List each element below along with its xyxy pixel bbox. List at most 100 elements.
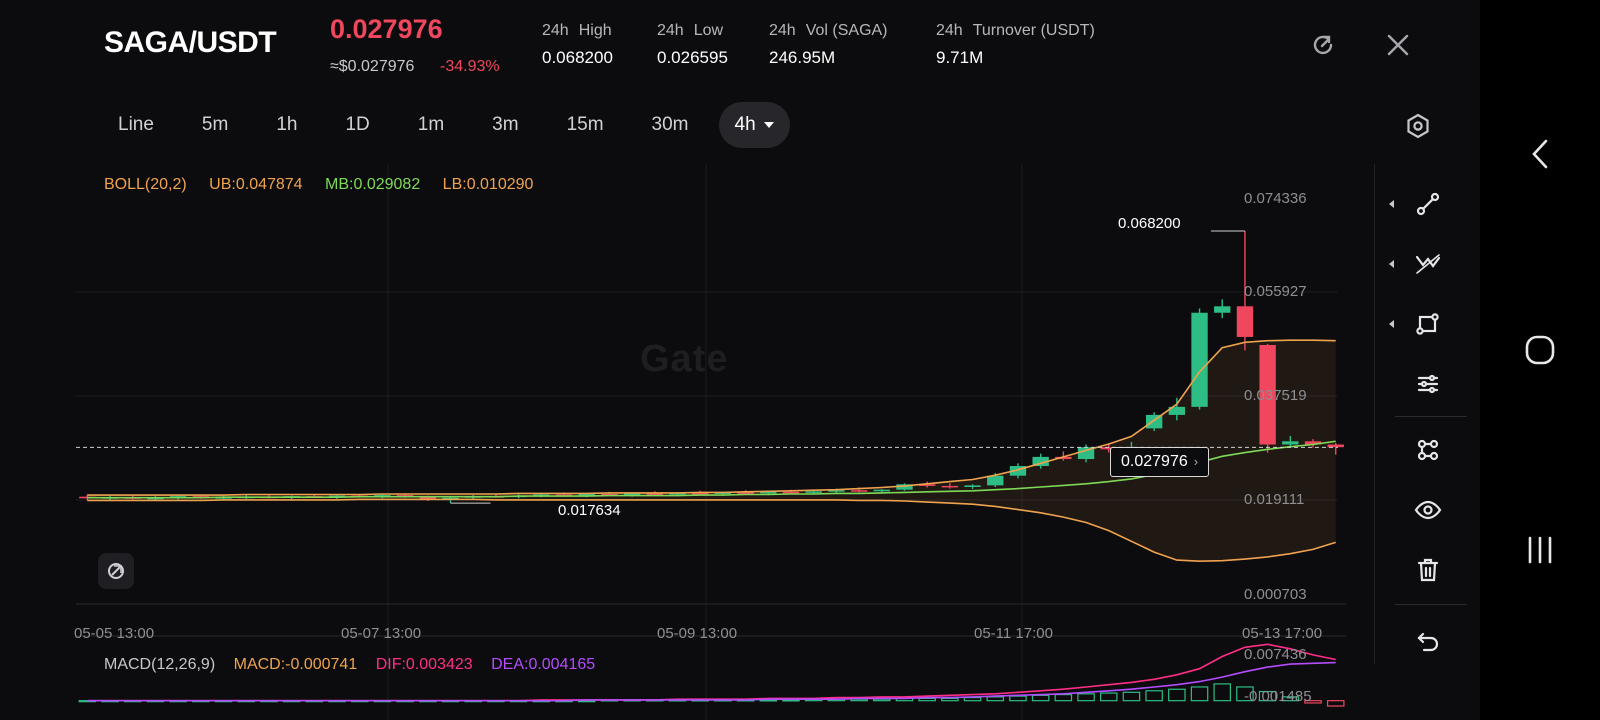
chevron-right-icon: › <box>1193 454 1199 469</box>
macd-axis-label: -0.001485 <box>1244 688 1312 705</box>
toolbar-divider <box>1395 604 1467 605</box>
change-percent: -34.93% <box>440 58 500 75</box>
macd-bar <box>1009 695 1027 702</box>
active-tab-label: 4h <box>734 114 756 135</box>
last-price: 0.027976 <box>330 14 443 44</box>
stat-value: 0.068200 <box>542 48 613 67</box>
macd-bar <box>782 699 800 702</box>
stat-value: 0.026595 <box>657 48 728 67</box>
tab-15m[interactable]: 15m <box>566 114 604 135</box>
macd-dea-line <box>87 661 1336 702</box>
macd-bar <box>918 697 936 702</box>
stat-period: 24h <box>936 22 963 39</box>
time-axis-label: 05-05 13:00 <box>74 625 155 642</box>
refresh-icon[interactable] <box>1308 30 1338 60</box>
stat-value: 246.95M <box>769 48 836 67</box>
candle-body <box>1032 456 1049 467</box>
price-axis-label: 0.037519 <box>1244 387 1307 404</box>
candle-body <box>964 485 981 487</box>
candle-body <box>578 493 595 496</box>
tab-1d[interactable]: 1D <box>345 114 370 135</box>
candle-body <box>1214 306 1231 313</box>
candle-body <box>623 493 641 496</box>
price-axis-label: 0.055927 <box>1244 283 1307 300</box>
undo-icon <box>1417 632 1439 652</box>
sliders-icon <box>1417 374 1439 394</box>
stat-label: Vol (SAGA) <box>805 22 888 39</box>
time-axis-label: 05-07 13:00 <box>341 625 422 642</box>
candle-body <box>601 493 618 496</box>
macd-bar <box>1281 696 1300 702</box>
price-axis-label: 0.074336 <box>1244 190 1307 207</box>
stat-24h-low: 24h Low 0.026595 <box>657 22 733 68</box>
stat-period: 24h <box>657 22 684 39</box>
chart-settings-icon[interactable] <box>1404 112 1432 145</box>
home-icon[interactable] <box>1480 330 1600 370</box>
candle-body <box>1327 444 1344 448</box>
candle-body <box>646 493 663 495</box>
tab-1m[interactable]: 1m <box>417 114 445 135</box>
candle-body <box>1100 447 1117 450</box>
candle-body <box>918 484 936 486</box>
back-icon[interactable] <box>1480 134 1600 174</box>
high-price-label: 0.068200 <box>1118 215 1181 232</box>
stat-24h-turnover: 24h Turnover (USDT) 9.71M <box>936 22 1105 68</box>
drawing-toolbar <box>1374 164 1480 664</box>
stat-value: 9.71M <box>936 48 984 67</box>
tab-4h-dropdown[interactable]: 4h <box>718 102 790 148</box>
stat-label: High <box>578 22 612 39</box>
macd-bar <box>1190 686 1209 702</box>
time-axis-label: 05-11 17:00 <box>974 625 1053 642</box>
boll-band-fill <box>87 340 1336 562</box>
rectangle-icon <box>1416 313 1439 335</box>
shape-tool[interactable] <box>1375 304 1481 344</box>
candle-body <box>1191 312 1208 407</box>
stat-period: 24h <box>542 22 569 39</box>
tab-line[interactable]: Line <box>118 114 154 135</box>
visibility-tool[interactable] <box>1375 490 1481 530</box>
boll-middle-line <box>87 440 1336 499</box>
stat-24h-high: 24h High 0.068200 <box>542 22 622 68</box>
link-nodes-icon <box>1417 439 1439 461</box>
macd-bar <box>1304 700 1322 704</box>
zigzag-icon <box>1415 254 1441 274</box>
candle-body <box>1282 441 1299 445</box>
macd-bar <box>1122 691 1141 702</box>
price-axis-label: 0.019111 <box>1244 491 1305 508</box>
fullscreen-toggle-icon[interactable] <box>98 553 134 589</box>
adjust-tool[interactable] <box>1375 364 1481 404</box>
candle-body <box>782 491 800 494</box>
candle-body <box>941 485 959 488</box>
macd-axis-label: 0.007436 <box>1244 646 1307 663</box>
candle-body <box>1304 441 1322 445</box>
macd-bar <box>963 697 982 702</box>
expand-arrow-icon <box>1389 200 1394 208</box>
candle-body <box>850 490 868 492</box>
candle-body <box>1009 466 1027 476</box>
candle-body <box>419 497 436 500</box>
tab-1h[interactable]: 1h <box>276 114 298 135</box>
candle-body <box>805 491 822 493</box>
expand-arrow-icon <box>1389 320 1394 328</box>
candle-body <box>737 492 754 494</box>
macd-value: MACD:-0.000741 <box>233 656 358 673</box>
macd-bar <box>1031 694 1050 702</box>
undo-tool[interactable] <box>1375 620 1481 660</box>
tab-3m[interactable]: 3m <box>492 114 519 135</box>
tab-5m[interactable]: 5m <box>201 114 229 135</box>
candle-body <box>374 495 391 497</box>
zigzag-tool[interactable] <box>1375 244 1481 284</box>
trendline-tool[interactable] <box>1375 184 1481 224</box>
delete-tool[interactable] <box>1375 550 1481 590</box>
boll-lb: LB:0.010290 <box>442 176 534 193</box>
candle-body <box>555 494 573 497</box>
recent-apps-icon[interactable] <box>1480 530 1600 570</box>
macd-bar <box>1168 688 1186 702</box>
close-icon[interactable] <box>1383 30 1413 60</box>
tab-30m[interactable]: 30m <box>651 114 689 135</box>
last-price-tag[interactable]: 0.027976 › <box>1110 447 1210 477</box>
trash-icon <box>1417 558 1439 582</box>
system-nav-bar <box>1480 0 1600 720</box>
trading-app: SAGA/USDT 0.027976 ≈$0.027976 -34.93% 24… <box>0 0 1480 720</box>
indicator-tool[interactable] <box>1375 430 1481 470</box>
